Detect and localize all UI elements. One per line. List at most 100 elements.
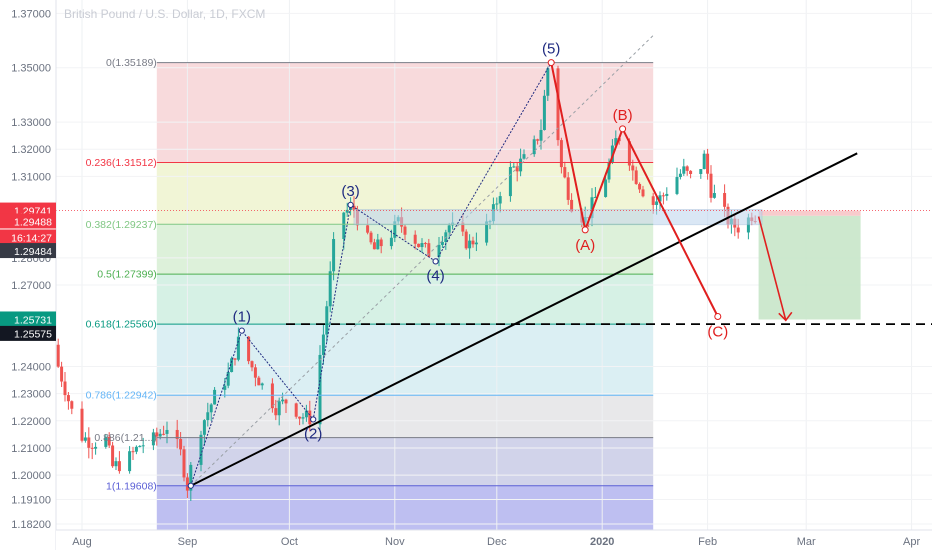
candle-body bbox=[678, 173, 682, 178]
candle-body bbox=[699, 169, 703, 174]
price-tick-label: 1.20000 bbox=[11, 470, 51, 482]
wave-label: (3) bbox=[341, 183, 359, 200]
candle-body bbox=[607, 162, 611, 180]
candle-body bbox=[468, 240, 472, 249]
candle-body bbox=[111, 445, 115, 467]
candle-body bbox=[413, 234, 417, 244]
range-rectangle[interactable] bbox=[353, 209, 763, 226]
position-stop-zone[interactable] bbox=[758, 210, 861, 216]
candle-body bbox=[498, 196, 502, 204]
candle-body bbox=[712, 193, 716, 198]
candle-body bbox=[175, 429, 179, 439]
candle-body bbox=[474, 242, 478, 245]
candle-body bbox=[661, 195, 665, 197]
candle-body bbox=[634, 170, 638, 184]
candle-body bbox=[270, 383, 274, 409]
candle-body bbox=[495, 203, 499, 205]
fib-zone bbox=[156, 437, 654, 486]
candle-body bbox=[318, 354, 322, 425]
candle-body bbox=[274, 408, 278, 416]
chart-title: British Pound / U.S. Dollar, 1D, FXCM bbox=[64, 7, 265, 21]
price-tick-label: 1.18200 bbox=[11, 519, 51, 531]
candle-body bbox=[546, 68, 550, 96]
candle-body bbox=[257, 377, 261, 386]
wave-label: (5) bbox=[542, 41, 560, 58]
time-tick-label: Sep bbox=[178, 536, 198, 548]
trendline[interactable] bbox=[190, 152, 858, 487]
candle-body bbox=[709, 173, 713, 198]
candle-body bbox=[369, 232, 373, 243]
price-tag bbox=[0, 229, 56, 245]
candle-body bbox=[162, 433, 166, 435]
candle-body bbox=[209, 404, 213, 413]
candle-body bbox=[376, 239, 380, 250]
candle-body bbox=[63, 381, 67, 396]
candle-body bbox=[379, 239, 383, 247]
candle-body bbox=[512, 166, 516, 168]
candle-body bbox=[250, 361, 254, 368]
candle-body bbox=[440, 241, 444, 245]
candle-body bbox=[556, 68, 560, 141]
candle-body bbox=[461, 222, 465, 232]
wave-point[interactable] bbox=[347, 201, 354, 208]
fib-zone bbox=[156, 274, 654, 325]
drawings[interactable] bbox=[56, 59, 932, 489]
candle-body bbox=[179, 438, 183, 450]
price-tick-label: 1.35000 bbox=[11, 63, 51, 75]
fibonacci-levels[interactable]: 0(1.35189) 0.236(1.31512) 0.382(1.29237) 0.… bbox=[86, 35, 654, 492]
wave-point[interactable] bbox=[238, 327, 245, 334]
wave-point[interactable] bbox=[547, 59, 555, 67]
candle-body bbox=[151, 432, 155, 446]
candle-body bbox=[651, 196, 655, 205]
time-axis-bg bbox=[56, 530, 932, 550]
candle-body bbox=[104, 437, 108, 447]
candle-body bbox=[134, 446, 138, 452]
wave-point[interactable] bbox=[619, 125, 627, 133]
fib-zone bbox=[156, 395, 654, 438]
projection-arrow[interactable] bbox=[757, 216, 787, 321]
wave-point[interactable] bbox=[310, 416, 317, 423]
candle-body bbox=[141, 445, 145, 447]
price-tick-label: 1.33000 bbox=[11, 117, 51, 129]
candle-body bbox=[131, 451, 135, 453]
fib-level-label: 0.886(1.21...) bbox=[94, 432, 156, 444]
fib-level-label: 0.786(1.22942) bbox=[86, 390, 157, 402]
candle-body bbox=[138, 446, 142, 448]
candle-body bbox=[345, 209, 349, 213]
wave-point[interactable] bbox=[714, 313, 722, 321]
candle-body bbox=[294, 403, 298, 417]
grid bbox=[56, 0, 932, 530]
projection-arrow-head[interactable] bbox=[778, 311, 793, 322]
fib-level-label: 0(1.35189) bbox=[106, 57, 157, 69]
elliott-impulse-path[interactable] bbox=[190, 62, 552, 486]
candle-body bbox=[247, 336, 251, 362]
candle-body bbox=[308, 410, 312, 425]
candle-body bbox=[559, 140, 563, 168]
candle-body bbox=[321, 334, 325, 355]
wave-label: (A) bbox=[575, 237, 595, 254]
candle-body bbox=[332, 239, 336, 272]
candle-body bbox=[706, 153, 710, 174]
candle-body bbox=[638, 183, 642, 190]
candle-body bbox=[230, 358, 234, 373]
candle-body bbox=[80, 408, 84, 441]
wave-labels: (1) (2) (3) (4) (5) (A) (B) (C) bbox=[233, 41, 729, 443]
time-tick-label: Oct bbox=[281, 536, 298, 548]
candle-body bbox=[689, 170, 693, 174]
candle-body bbox=[260, 383, 264, 386]
position-target-zone[interactable] bbox=[758, 215, 861, 320]
time-tick-label: Feb bbox=[698, 536, 717, 548]
candle-body bbox=[590, 197, 594, 219]
candle-body bbox=[213, 389, 217, 405]
wave-point[interactable] bbox=[581, 226, 589, 234]
wave-point[interactable] bbox=[187, 482, 194, 489]
wave-point[interactable] bbox=[432, 258, 439, 265]
candle-body bbox=[342, 212, 346, 240]
candle-body bbox=[87, 437, 91, 448]
fib-zone bbox=[156, 62, 654, 163]
elliott-correction-path[interactable] bbox=[550, 62, 719, 317]
fibonacci-background bbox=[156, 62, 654, 530]
candle-body bbox=[366, 225, 370, 233]
candle-body bbox=[685, 166, 689, 171]
